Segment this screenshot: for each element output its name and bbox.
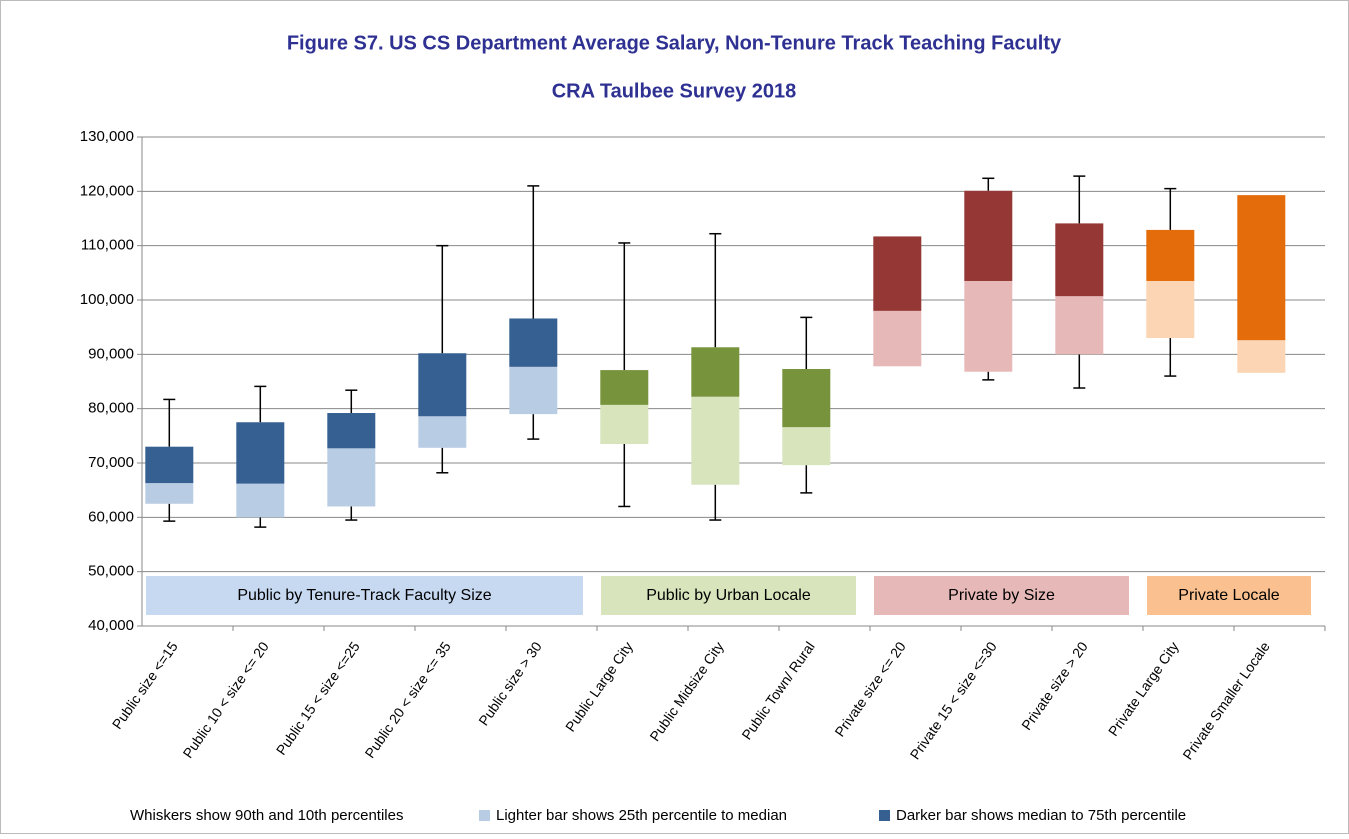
chart-title: Figure S7. US CS Department Average Sala… [287,32,1062,54]
y-tick-label: 120,000 [80,182,134,199]
lower-box [418,416,467,448]
upper-box [145,446,194,484]
lower-box [509,366,558,415]
legend-swatch [479,810,490,821]
y-tick-label: 40,000 [88,617,134,634]
y-tick-label: 80,000 [88,400,134,417]
upper-box [600,370,649,405]
lower-box [1237,340,1286,373]
lower-box [600,404,649,444]
footnote: Whiskers show 90th and 10th percentiles [130,807,403,824]
upper-box [1055,223,1104,297]
y-tick-label: 90,000 [88,345,134,362]
y-tick-label: 50,000 [88,563,134,580]
upper-box [1237,195,1286,341]
y-tick-label: 100,000 [80,291,134,308]
upper-box [964,190,1013,281]
legend-swatch [879,810,890,821]
group-label-bar [601,576,856,615]
footnote: Darker bar shows median to 75th percenti… [896,807,1186,824]
lower-box [1055,296,1104,355]
lower-box [691,396,740,485]
upper-box [236,422,285,484]
lower-box [327,448,376,507]
lower-box [145,483,194,504]
group-label-bar [874,576,1129,615]
y-tick-label: 60,000 [88,508,134,525]
footnote: Lighter bar shows 25th percentile to med… [496,807,787,824]
y-tick-label: 130,000 [80,128,134,145]
chart-subtitle: CRA Taulbee Survey 2018 [552,80,797,102]
upper-box [418,353,467,417]
upper-box [873,236,922,311]
lower-box [873,310,922,367]
upper-box [509,318,558,367]
group-label: Private by Size [948,587,1055,604]
group-label-bar [1147,576,1311,615]
y-tick-label: 70,000 [88,454,134,471]
group-label: Public by Urban Locale [646,587,811,604]
group-label: Public by Tenure-Track Faculty Size [237,587,491,604]
upper-box [782,369,831,428]
group-label-bar [146,576,583,615]
group-label: Private Locale [1178,587,1279,604]
upper-box [327,413,376,449]
lower-box [1146,280,1195,339]
lower-box [236,483,285,518]
upper-box [691,347,740,397]
upper-box [1146,229,1195,281]
lower-box [782,427,831,466]
y-tick-label: 110,000 [81,237,134,254]
lower-box [964,280,1013,372]
